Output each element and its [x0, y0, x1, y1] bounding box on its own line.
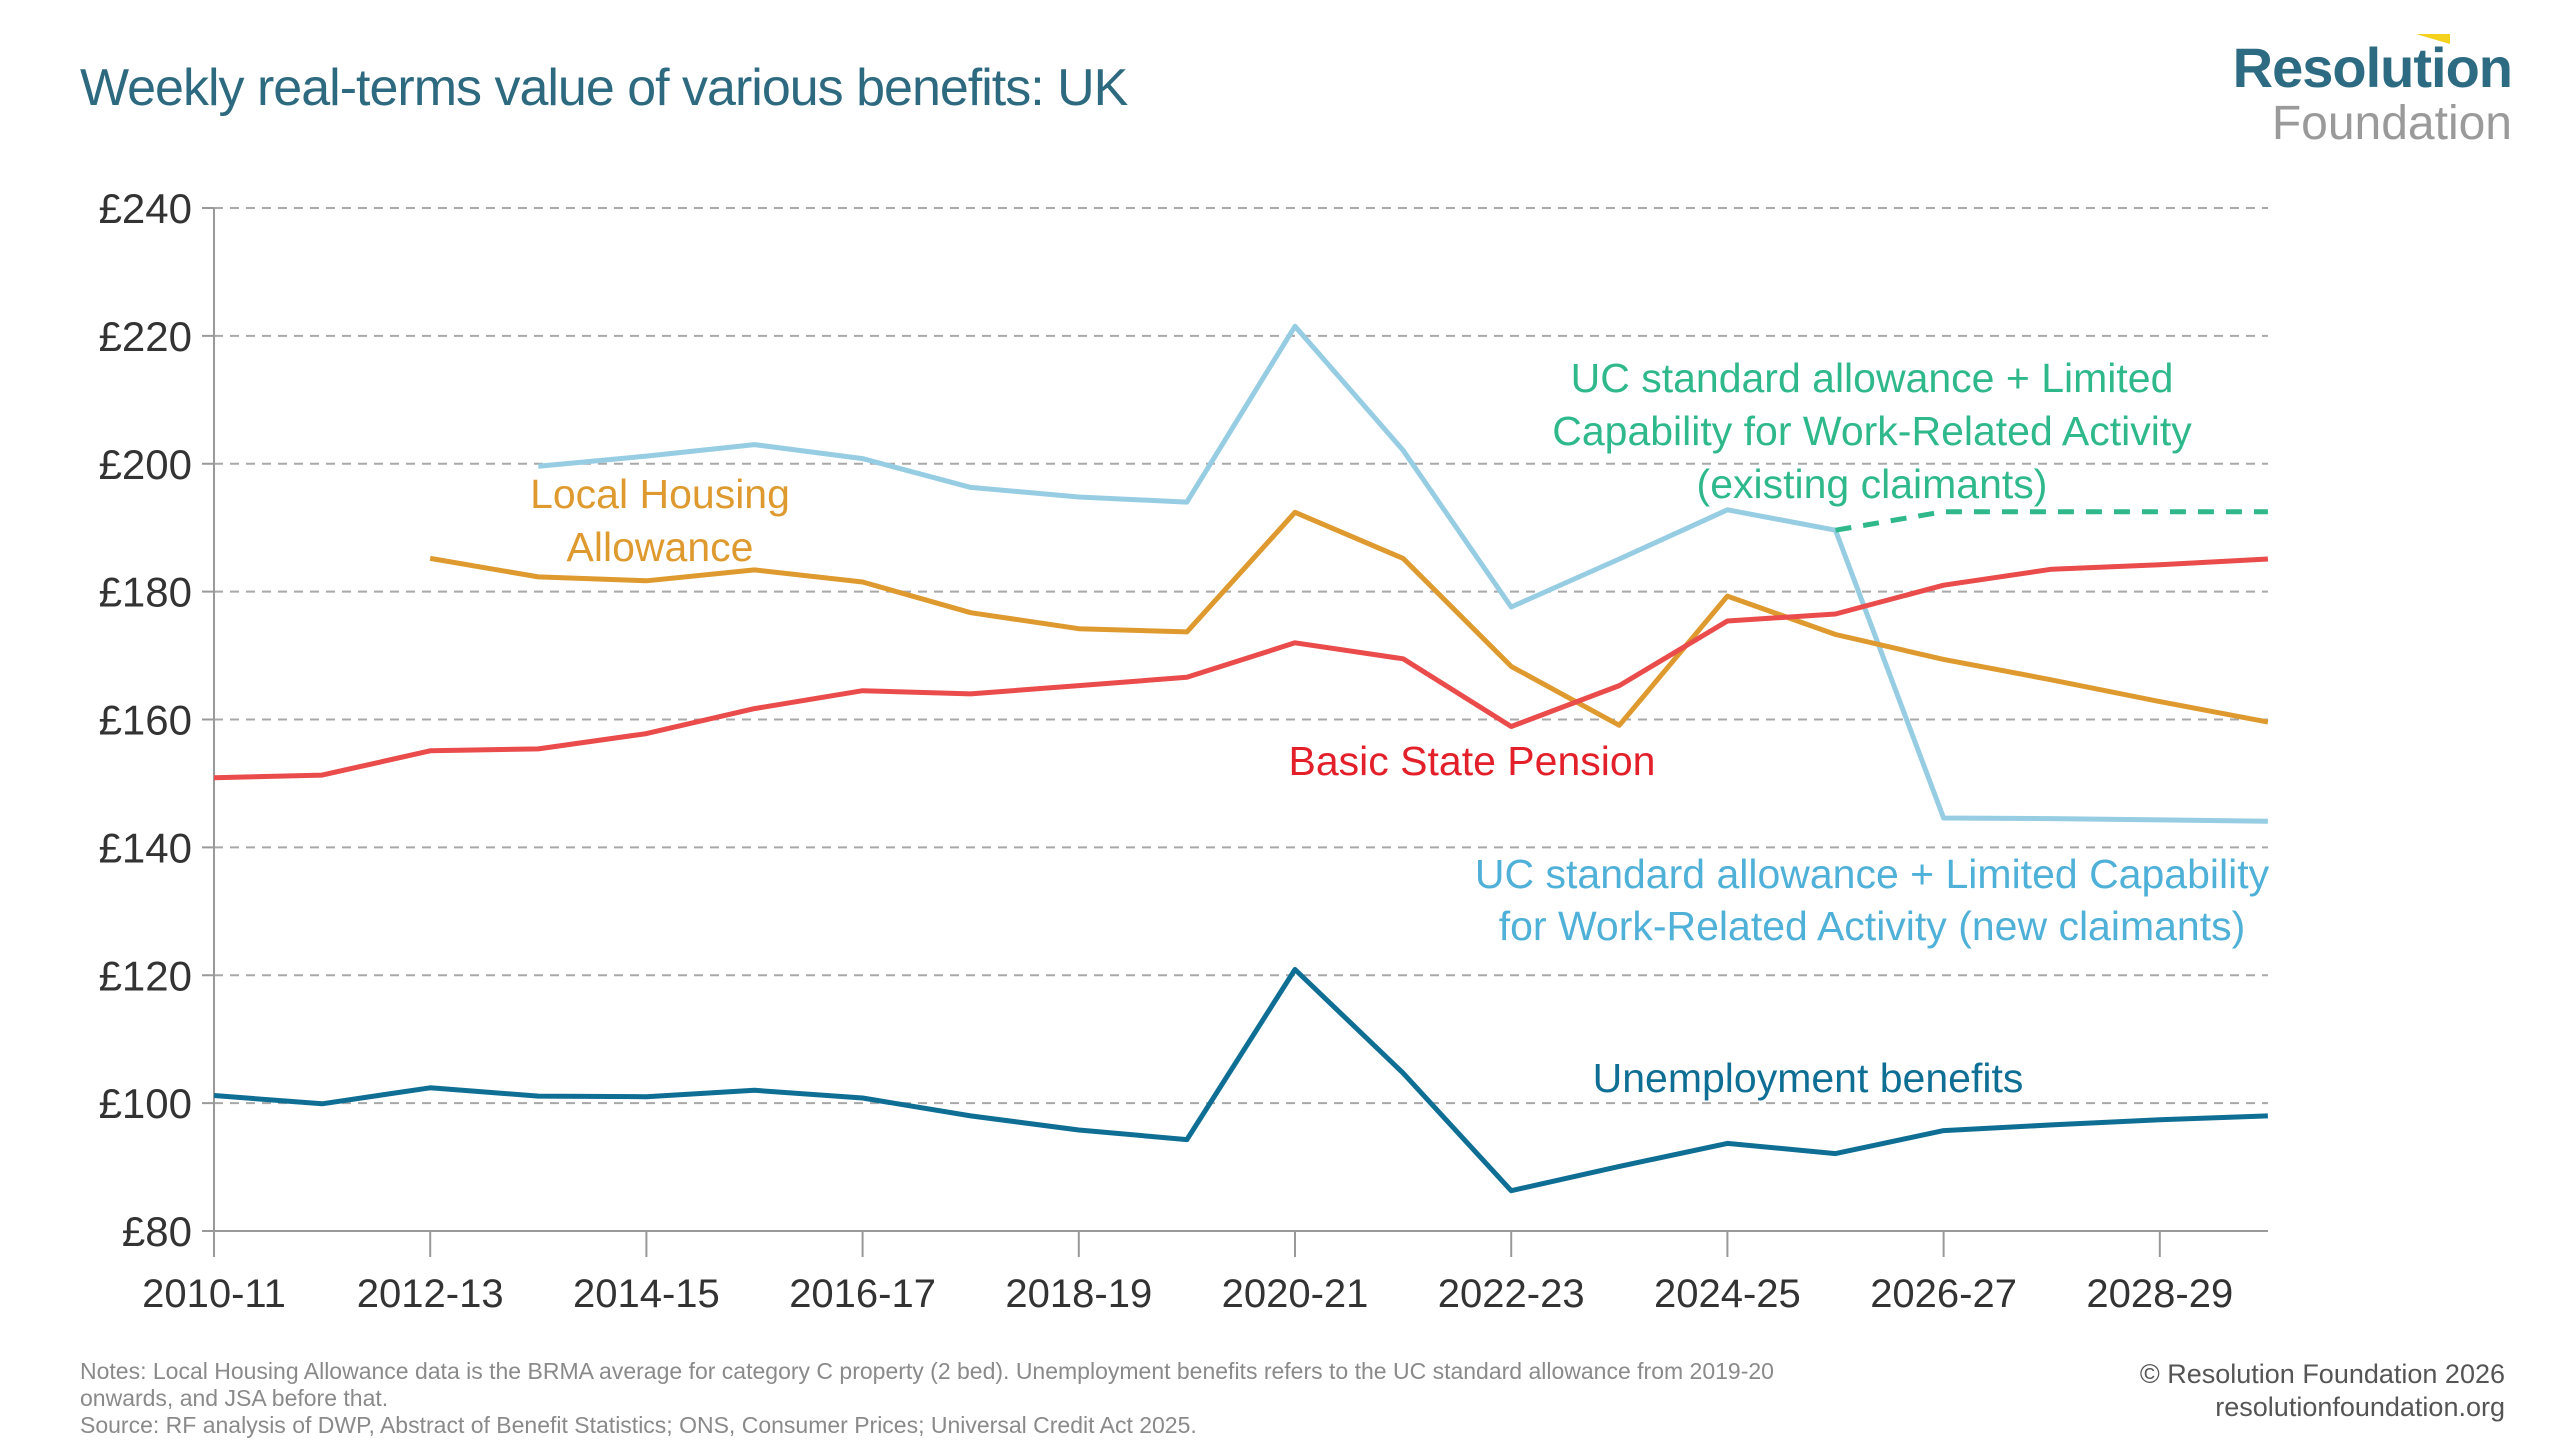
x-tick-label: 2012-13	[357, 1272, 504, 1316]
series-label-0: UC standard allowance + Limited Capabili…	[1475, 851, 2270, 897]
resolution-foundation-logo: Resolution Foundation	[2233, 34, 2513, 150]
notes-line-2: onwards, and JSA before that.	[80, 1385, 389, 1411]
y-tick-label: £200	[99, 441, 192, 488]
logo-wordmark-top: Resolution	[2233, 34, 2513, 96]
x-tick-label: 2010-11	[142, 1272, 286, 1316]
chart-notes: Notes: Local Housing Allowance data is t…	[80, 1358, 2080, 1439]
y-tick-label: £100	[99, 1080, 192, 1127]
series-label-2: Allowance	[567, 524, 754, 570]
y-tick-label: £180	[99, 569, 192, 616]
y-tick-label: £220	[99, 313, 192, 360]
series-label-4: Unemployment benefits	[1593, 1055, 2024, 1101]
series-line-2	[429, 509, 2269, 728]
y-tick-label: £80	[122, 1208, 192, 1255]
series-labels: UC standard allowance + Limited Capabili…	[530, 355, 2270, 1101]
x-tick-label: 2020-21	[1222, 1272, 1369, 1316]
y-tick-label: £120	[99, 952, 192, 999]
copyright-block: © Resolution Foundation 2026 resolutionf…	[2140, 1358, 2505, 1424]
logo-top-text: Resolution	[2232, 36, 2513, 99]
series-label-2: Local Housing	[530, 471, 790, 517]
y-tick-label: £240	[99, 185, 192, 232]
series-label-3: Basic State Pension	[1289, 738, 1656, 784]
y-tick-label: £140	[99, 824, 192, 871]
logo-accent-icon	[2416, 34, 2450, 44]
series-label-1: Capability for Work-Related Activity	[1552, 408, 2192, 454]
series-label-0: for Work-Related Activity (new claimants…	[1499, 903, 2246, 949]
x-tick-label: 2016-17	[789, 1272, 936, 1316]
series-line-0	[538, 323, 2268, 824]
website-link[interactable]: resolutionfoundation.org	[2215, 1392, 2505, 1422]
notes-line-1: Notes: Local Housing Allowance data is t…	[80, 1358, 1774, 1384]
series-label-1: UC standard allowance + Limited	[1571, 355, 2174, 401]
chart-title: Weekly real-terms value of various benef…	[80, 59, 1128, 117]
x-tick-label: 2018-19	[1005, 1272, 1152, 1316]
axes: £80 £100 £120 £140 £160 £180 £200 £220 £240 2010-…	[99, 185, 2268, 1316]
series-lines	[213, 323, 2269, 1194]
series-line-3	[213, 556, 2269, 781]
x-tick-label: 2014-15	[573, 1272, 720, 1316]
series-label-1: (existing claimants)	[1697, 461, 2048, 507]
series-line-1	[1835, 509, 2268, 533]
x-tick-label: 2026-27	[1870, 1272, 2017, 1316]
x-tick-label: 2024-25	[1654, 1272, 1801, 1316]
copyright-text: © Resolution Foundation 2026	[2139, 1359, 2505, 1389]
y-tick-label: £160	[99, 697, 192, 744]
x-tick-label: 2028-29	[2086, 1272, 2233, 1316]
source-line: Source: RF analysis of DWP, Abstract of …	[80, 1412, 1197, 1438]
logo-bottom-text: Foundation	[2271, 97, 2512, 150]
x-tick-label: 2022-23	[1438, 1272, 1585, 1316]
series-line-4	[213, 967, 2268, 1194]
